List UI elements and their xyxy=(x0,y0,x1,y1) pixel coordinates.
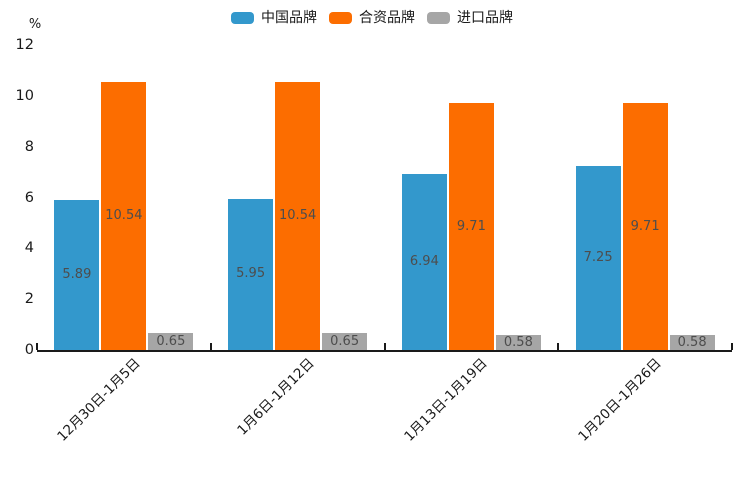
bar-0-cat-2 xyxy=(401,173,447,350)
bar-value-label: 0.65 xyxy=(156,333,186,349)
x-axis-tick xyxy=(384,343,386,350)
bar-2-cat-0 xyxy=(148,333,194,350)
bar-1-cat-1 xyxy=(275,82,321,350)
bar-2-cat-3 xyxy=(669,335,715,350)
x-axis-tick xyxy=(731,343,733,350)
legend-swatch xyxy=(329,12,352,24)
legend-label: 中国品牌 xyxy=(261,10,317,26)
y-axis-unit-label: % xyxy=(28,17,42,32)
x-axis-tick xyxy=(210,343,212,350)
bar-value-label: 5.95 xyxy=(236,266,266,282)
legend-label: 合资品牌 xyxy=(359,10,415,26)
bar-0-cat-3 xyxy=(575,165,621,350)
x-axis-tick xyxy=(36,343,38,350)
bar-value-label: 9.71 xyxy=(456,218,486,234)
y-tick-label: 10 xyxy=(15,87,34,104)
bar-2-cat-1 xyxy=(322,333,368,350)
bar-1-cat-0 xyxy=(101,82,147,350)
y-tick-label: 4 xyxy=(24,240,34,257)
bar-value-label: 5.89 xyxy=(62,267,92,283)
bar-0-cat-1 xyxy=(228,198,274,350)
y-tick-label: 0 xyxy=(24,342,34,358)
y-tick-label: 6 xyxy=(24,189,34,206)
x-tick-label: 12月30日-1月5日 xyxy=(54,355,144,445)
bar-value-label: 0.65 xyxy=(330,333,360,349)
legend-label: 进口品牌 xyxy=(457,10,513,26)
bar-0-cat-0 xyxy=(54,200,100,350)
bar-2-cat-2 xyxy=(495,335,541,350)
legend-item-series-0[interactable]: 中国品牌 xyxy=(231,10,317,26)
bar-value-label: 9.71 xyxy=(630,218,660,234)
x-tick-label: 1月6日-1月12日 xyxy=(233,355,318,439)
y-tick-label: 8 xyxy=(24,138,34,155)
legend-swatch xyxy=(427,12,450,24)
x-tick-label: 1月20日-1月26日 xyxy=(575,355,665,445)
bar-value-label: 0.58 xyxy=(677,334,707,350)
bar-1-cat-3 xyxy=(622,103,668,350)
bar-1-cat-2 xyxy=(448,103,494,350)
plot-area: 5.89 10.54 0.65 5.95 10.54 0.65 6.94 9.71 0.58 7.… xyxy=(36,45,733,352)
legend-swatch xyxy=(231,12,254,24)
x-axis-tick xyxy=(557,343,559,350)
x-tick-label: 1月13日-1月19日 xyxy=(401,355,491,445)
bar-value-label: 0.58 xyxy=(503,334,533,350)
y-tick-label: 2 xyxy=(24,291,34,308)
legend-item-series-2[interactable]: 进口品牌 xyxy=(427,10,513,26)
bar-value-label: 10.54 xyxy=(279,208,317,224)
bar-value-label: 7.25 xyxy=(583,249,613,265)
legend-item-series-1[interactable]: 合资品牌 xyxy=(329,10,415,26)
y-tick-label: 12 xyxy=(15,37,34,53)
bar-value-label: 10.54 xyxy=(105,208,143,224)
legend: 中国品牌 合资品牌 进口品牌 xyxy=(0,8,744,28)
bar-value-label: 6.94 xyxy=(409,253,439,269)
